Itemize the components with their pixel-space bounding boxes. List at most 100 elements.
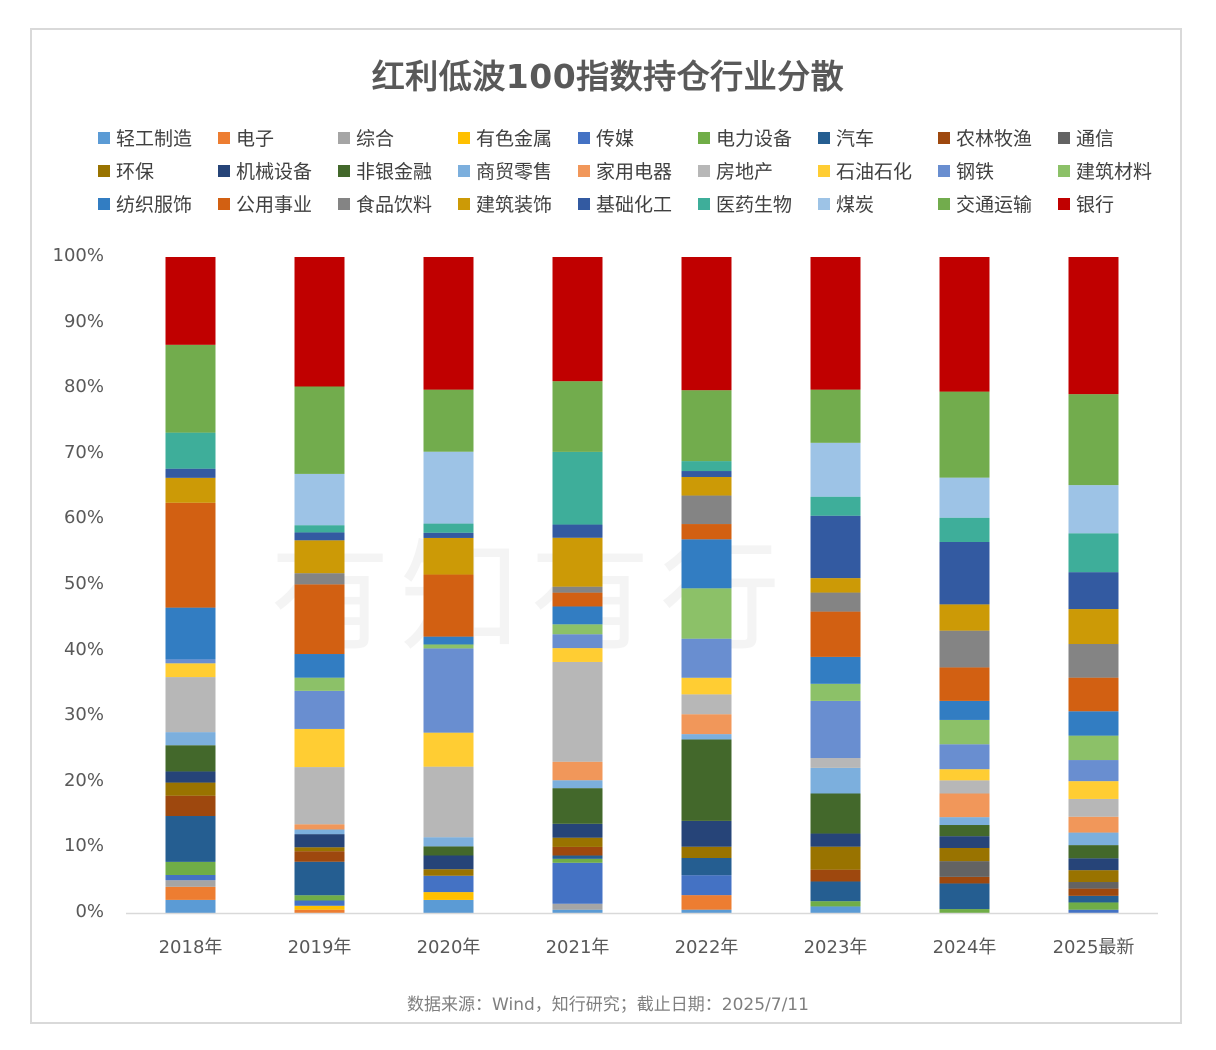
legend-swatch (698, 197, 710, 210)
bar-segment: 2021年 石油石化 (552, 648, 603, 662)
bar-segment: 2025最新 建筑装饰 (1068, 609, 1119, 644)
bar-segment: 2022年 建筑装饰 (681, 476, 732, 496)
bar-segment: 2025最新 电力设备 (1068, 902, 1119, 910)
bar-segment: 2025最新 非银金融 (1068, 845, 1119, 859)
bar-segment: 2018年 纺织服饰 (165, 607, 216, 660)
legend-label: 机械设备 (236, 161, 313, 183)
legend-item: 公用事业 (218, 190, 312, 217)
bar-segment: 2024年 家用电器 (939, 793, 990, 818)
legend-swatch (938, 197, 950, 210)
legend-swatch (458, 164, 470, 177)
x-tick-label: 2021年 (545, 937, 610, 958)
legend-swatch (458, 197, 470, 210)
bar-segment: 2022年 环保 (681, 846, 732, 858)
bar-segment: 2020年 轻工制造 (423, 899, 474, 913)
legend-item: 家用电器 (578, 157, 672, 184)
bar-segment: 2025最新 房地产 (1068, 798, 1119, 817)
bar-segment: 2021年 基础化工 (552, 524, 603, 538)
legend-label: 综合 (356, 128, 395, 150)
bar-segment: 2019年 银行 (294, 257, 345, 387)
legend-item: 交通运输 (938, 190, 1032, 217)
bar-segment: 2019年 有色金属 (294, 905, 345, 910)
legend-label: 有色金属 (476, 128, 553, 150)
bar-segment: 2022年 钢铁 (681, 638, 732, 678)
legend-swatch (458, 131, 470, 144)
bar-segment: 2023年 建筑材料 (810, 683, 861, 701)
legend-label: 非银金融 (356, 161, 433, 183)
bar-segment: 2020年 传媒 (423, 875, 474, 893)
legend-label: 通信 (1076, 128, 1115, 150)
x-tick-label: 2024年 (932, 937, 997, 958)
bar-segment: 2021年 综合 (552, 903, 603, 910)
y-tick-label: 70% (63, 441, 104, 463)
bar-segment: 2022年 医药生物 (681, 461, 732, 472)
legend-label: 建筑装饰 (476, 194, 553, 216)
bar-segment: 2024年 医药生物 (939, 517, 990, 542)
bar-segment: 2024年 通信 (939, 861, 990, 877)
bar-segment: 2025最新 传媒 (1068, 909, 1119, 913)
bar-segment: 2023年 农林牧渔 (810, 869, 861, 882)
bar-segment: 2024年 农林牧渔 (939, 876, 990, 884)
legend-item: 食品饮料 (338, 190, 432, 217)
legend-swatch (218, 197, 230, 210)
bar-stack: 2018年 轻工制造2018年 电子2018年 综合2018年 传媒2018年 … (165, 257, 216, 913)
bar-segment: 2021年 建筑材料 (552, 624, 603, 635)
legend-item: 轻工制造 (98, 124, 192, 151)
bar-segment: 2021年 电力设备 (552, 858, 603, 863)
bar-segment: 2025最新 纺织服饰 (1068, 711, 1119, 736)
bar-segment: 2019年 交通运输 (294, 386, 345, 474)
bar-segment: 2019年 建筑材料 (294, 677, 345, 691)
bar-segment: 2018年 公用事业 (165, 502, 216, 608)
legend-label: 石油石化 (836, 161, 913, 183)
bar-stack: 2021年 轻工制造2021年 综合2021年 传媒2021年 电力设备2021… (552, 257, 603, 913)
legend-swatch (818, 197, 830, 210)
bar-segment: 2024年 环保 (939, 847, 990, 862)
bar-segment: 2024年 食品饮料 (939, 630, 990, 668)
bar-segment: 2023年 机械设备 (810, 833, 861, 847)
legend-swatch (98, 131, 110, 144)
bar-segment: 2022年 基础化工 (681, 471, 732, 477)
legend-label: 轻工制造 (116, 128, 193, 150)
bar-segment: 2022年 商贸零售 (681, 734, 732, 740)
legend-swatch (338, 164, 350, 177)
bar-segment: 2019年 纺织服饰 (294, 654, 345, 678)
bar-stack: 2022年 轻工制造2022年 电子2022年 传媒2022年 汽车2022年 … (681, 257, 732, 913)
bar-segment: 2018年 电子 (165, 886, 216, 900)
bar-segment: 2018年 交通运输 (165, 344, 216, 433)
bar-segment: 2020年 环保 (423, 869, 474, 876)
bar-segment: 2023年 房地产 (810, 758, 861, 768)
chart-frame (30, 28, 1182, 1024)
bar-segment: 2020年 石油石化 (423, 732, 474, 767)
bar-segment: 2025最新 石油石化 (1068, 781, 1119, 799)
legend-label: 电力设备 (716, 128, 793, 150)
bar-segment: 2021年 家用电器 (552, 761, 603, 781)
bar-segment: 2023年 煤炭 (810, 442, 861, 497)
legend-label: 电子 (236, 128, 275, 150)
x-tick-label: 2018年 (158, 937, 223, 958)
bar-segment: 2022年 家用电器 (681, 714, 732, 735)
bar-segment: 2019年 钢铁 (294, 690, 345, 729)
bar-segment: 2019年 煤炭 (294, 473, 345, 526)
bar-stack: 2025最新 传媒2025最新 电力设备2025最新 汽车2025最新 农林牧渔… (1068, 257, 1119, 913)
bar-segment: 2020年 公用事业 (423, 574, 474, 637)
bar-segment: 2022年 银行 (681, 257, 732, 391)
bar-segment: 2021年 非银金融 (552, 788, 603, 824)
legend-item: 石油石化 (818, 157, 912, 184)
bar-segment: 2021年 公用事业 (552, 592, 603, 607)
legend-item: 商贸零售 (458, 157, 552, 184)
bar-segment: 2018年 机械设备 (165, 771, 216, 783)
bar-segment: 2021年 交通运输 (552, 381, 603, 452)
bar-segment: 2020年 医药生物 (423, 523, 474, 533)
legend-item: 医药生物 (698, 190, 792, 217)
bar-segment: 2021年 医药生物 (552, 451, 603, 525)
legend-label: 传媒 (596, 128, 635, 150)
bar-segment: 2023年 建筑装饰 (810, 578, 861, 593)
bar-segment: 2022年 纺织服饰 (681, 539, 732, 589)
bar-segment: 2018年 钢铁 (165, 659, 216, 664)
legend-item: 机械设备 (218, 157, 312, 184)
bar-segment: 2020年 房地产 (423, 766, 474, 838)
bar-segment: 2019年 石油石化 (294, 728, 345, 768)
bar-segment: 2018年 电力设备 (165, 861, 216, 875)
bar-segment: 2024年 汽车 (939, 883, 990, 910)
legend-swatch (1058, 164, 1070, 177)
